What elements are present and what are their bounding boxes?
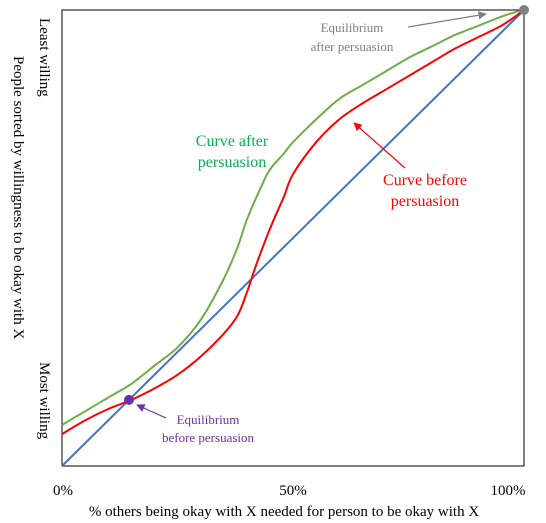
- plot-area-frame: [61, 9, 525, 467]
- eq-after-label-line2: after persuasion: [311, 39, 394, 54]
- series-line-curve-before-persuasion: [61, 9, 525, 435]
- equilibrium-point-before: [123, 394, 134, 405]
- curve-after-label-line1: Curve after: [196, 133, 269, 150]
- eq-before-label-line1: Equilibrium: [177, 412, 240, 427]
- eq-after-arrow: [407, 11, 487, 28]
- curve-before-label-line2: persuasion: [391, 193, 459, 210]
- eq-before-label-line2: before persuasion: [162, 430, 255, 445]
- curve-before-label-line1: Curve before: [383, 172, 467, 189]
- series-line-curve-after-persuasion: [61, 9, 525, 426]
- y-top-label: Least willing: [36, 18, 52, 97]
- x-axis-label: % others being okay with X needed for pe…: [89, 504, 479, 520]
- eq-after-label-line1: Equilibrium: [321, 20, 384, 35]
- y-axis-label: People sorted by willingness to be okay …: [10, 56, 26, 339]
- eq-before-arrow: [136, 404, 167, 419]
- curve-after-label-line2: persuasion: [198, 154, 266, 171]
- equilibrium-point-after: [519, 5, 529, 15]
- curve-before-arrow: [353, 122, 406, 169]
- series-line-identity: [61, 9, 525, 467]
- y-bottom-label: Most willing: [36, 362, 52, 440]
- x-tick-label-100: 100%: [491, 483, 526, 499]
- x-tick-label-50: 50%: [279, 483, 307, 499]
- x-tick-label-0: 0%: [53, 483, 73, 499]
